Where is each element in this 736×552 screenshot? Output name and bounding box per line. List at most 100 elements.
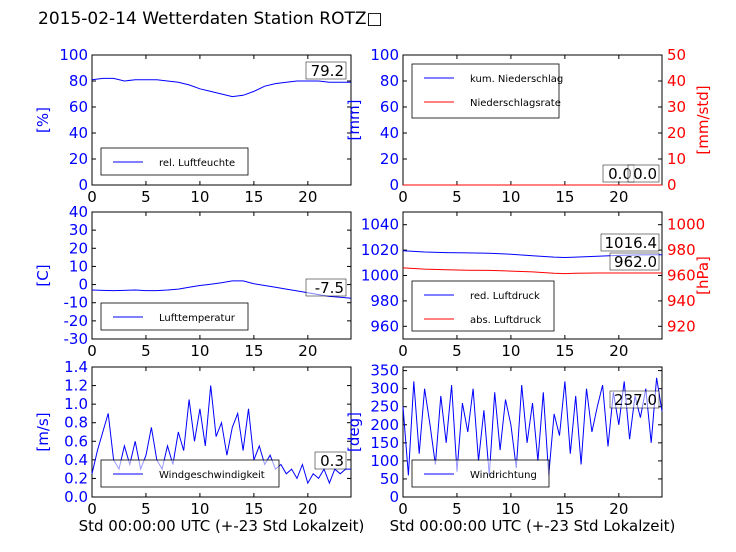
windspeed-ytick-label-1: 0.2	[64, 469, 88, 487]
temperature-ylabel: [C]	[34, 264, 52, 286]
pressure-ytick-label-2: 1000	[361, 267, 399, 285]
windspeed-ylabel: [m/s]	[34, 412, 52, 451]
humidity-xtick-label-1: 5	[141, 188, 151, 206]
precipitation-ytick-right-label-4: 40	[667, 72, 686, 90]
precipitation-ylabel: [mm]	[345, 100, 363, 141]
winddirection-ytick-label-5: 250	[370, 398, 399, 416]
winddirection-ytick-label-6: 300	[370, 380, 399, 398]
winddirection-axes-frame	[402, 366, 663, 498]
pressure-xtick-label-3: 15	[555, 342, 574, 360]
temperature-ytick-label-7: 40	[69, 203, 88, 221]
pressure-ytick-label-4: 1040	[361, 216, 399, 234]
pressure-xtick-label-1: 5	[452, 342, 462, 360]
windspeed-xtick-label-2: 10	[190, 500, 209, 518]
pressure-series-line-1	[402, 267, 662, 275]
windspeed-ytick-label-2: 0.4	[64, 451, 88, 469]
pressure-ytick-right-label-3: 980	[667, 241, 696, 259]
precipitation-ytick-right-label-0: 0	[667, 176, 677, 194]
winddirection-ytick-label-2: 100	[370, 452, 399, 470]
windspeed-xlabel: Std 00:00:00 UTC (+-23 Std Lokalzeit)	[79, 517, 365, 535]
humidity-xtick-label-4: 20	[298, 188, 317, 206]
winddirection-xtick-label-1: 5	[452, 500, 462, 518]
precipitation-legend-box	[411, 63, 560, 119]
humidity-ytick-label-3: 60	[69, 98, 88, 116]
winddirection-series-line-0	[402, 377, 663, 476]
humidity-annotation-box-0	[305, 61, 347, 80]
pressure-legend-label-0: red. Luftdruck	[470, 291, 540, 302]
temperature-ytick-label-3: 0	[78, 276, 88, 294]
humidity-ytick-label-4: 80	[69, 72, 88, 90]
windspeed-ytick-label-6: 1.2	[64, 377, 88, 395]
pressure-legend-box	[411, 280, 555, 332]
windspeed-xtick-label-4: 20	[298, 500, 317, 518]
precipitation-ytick-label-3: 60	[380, 98, 399, 116]
pressure-ylabel-right: [hPa]	[694, 256, 712, 295]
winddirection-xtick-label-3: 15	[555, 500, 574, 518]
precipitation-ytick-label-2: 40	[380, 124, 399, 142]
precipitation-xtick-label-2: 10	[501, 188, 520, 206]
precipitation-ytick-right-label-3: 30	[667, 98, 686, 116]
winddirection-legend-label-0: Windrichtung	[470, 470, 537, 481]
winddirection-ytick-label-3: 150	[370, 434, 399, 452]
windspeed-xtick-label-3: 15	[244, 500, 263, 518]
humidity-ytick-label-1: 20	[69, 150, 88, 168]
precipitation-ytick-label-4: 80	[380, 72, 399, 90]
temperature-xtick-label-4: 20	[298, 342, 317, 360]
temperature-xtick-label-3: 15	[244, 342, 263, 360]
windspeed-legend-label-0: Windgeschwindigkeit	[159, 470, 265, 481]
winddirection-annotation-box-0	[609, 390, 660, 409]
pressure-xtick-label-4: 20	[609, 342, 628, 360]
pressure-legend-label-1: abs. Luftdruck	[470, 315, 541, 326]
temperature-annotation-0: -7.5	[315, 279, 344, 297]
temperature-ytick-label-6: 30	[69, 221, 88, 239]
windspeed-ytick-label-4: 0.8	[64, 414, 88, 432]
winddirection-xlabel: Std 00:00:00 UTC (+-23 Std Lokalzeit)	[390, 517, 676, 535]
humidity-axes-frame	[91, 54, 352, 186]
pressure-ytick-right-label-4: 1000	[667, 216, 705, 234]
precipitation-ytick-right-label-2: 20	[667, 124, 686, 142]
winddirection-xtick-label-4: 20	[609, 500, 628, 518]
pressure-ytick-label-0: 960	[370, 317, 399, 335]
windspeed-xtick-label-1: 5	[141, 500, 151, 518]
windspeed-xtick-label-0: 0	[87, 500, 97, 518]
pressure-annotation-box-1	[609, 252, 660, 271]
humidity-series-line-0	[91, 77, 351, 98]
temperature-xtick-label-1: 5	[141, 342, 151, 360]
windspeed-annotation-0: 0.3	[320, 452, 344, 470]
winddirection-xtick-label-2: 10	[501, 500, 520, 518]
temperature-ytick-label-1: -20	[64, 312, 89, 330]
precipitation-ytick-right-label-1: 10	[667, 150, 686, 168]
winddirection-xtick-label-0: 0	[398, 500, 408, 518]
temperature-ytick-label-0: -30	[64, 330, 89, 348]
winddirection-annotation-0: 237.0	[614, 391, 657, 409]
precipitation-ytick-label-5: 100	[370, 46, 399, 64]
pressure-ytick-right-label-0: 920	[667, 317, 696, 335]
humidity-ytick-label-5: 100	[59, 46, 88, 64]
windspeed-ytick-label-0: 0.0	[64, 488, 88, 506]
figure-title: 2015-02-14 Wetterdaten Station ROTZ□	[38, 9, 383, 29]
windspeed-ytick-label-3: 0.6	[64, 432, 88, 450]
precipitation-annotation-1: 0.0	[633, 165, 657, 183]
humidity-xtick-label-0: 0	[87, 188, 97, 206]
humidity-annotation-0: 79.2	[311, 62, 344, 80]
pressure-ytick-right-label-1: 940	[667, 292, 696, 310]
precipitation-legend-label-1: Niederschlagsrate	[470, 98, 561, 109]
temperature-xtick-label-0: 0	[87, 342, 97, 360]
pressure-ytick-right-label-2: 960	[667, 267, 696, 285]
temperature-axes-frame	[91, 211, 352, 340]
windspeed-ytick-label-5: 1.0	[64, 395, 88, 413]
temperature-ytick-label-2: -10	[64, 294, 89, 312]
humidity-ylabel: [%]	[34, 107, 52, 133]
humidity-xtick-label-3: 15	[244, 188, 263, 206]
precipitation-ytick-right-label-5: 50	[667, 46, 686, 64]
humidity-xtick-label-2: 10	[190, 188, 209, 206]
precipitation-ytick-label-0: 0	[389, 176, 399, 194]
pressure-ytick-label-3: 1020	[361, 241, 399, 259]
winddirection-ytick-label-7: 350	[370, 362, 399, 380]
windspeed-ytick-label-7: 1.4	[64, 358, 88, 376]
pressure-xtick-label-0: 0	[398, 342, 408, 360]
precipitation-xtick-label-4: 20	[609, 188, 628, 206]
precipitation-xtick-label-3: 15	[555, 188, 574, 206]
